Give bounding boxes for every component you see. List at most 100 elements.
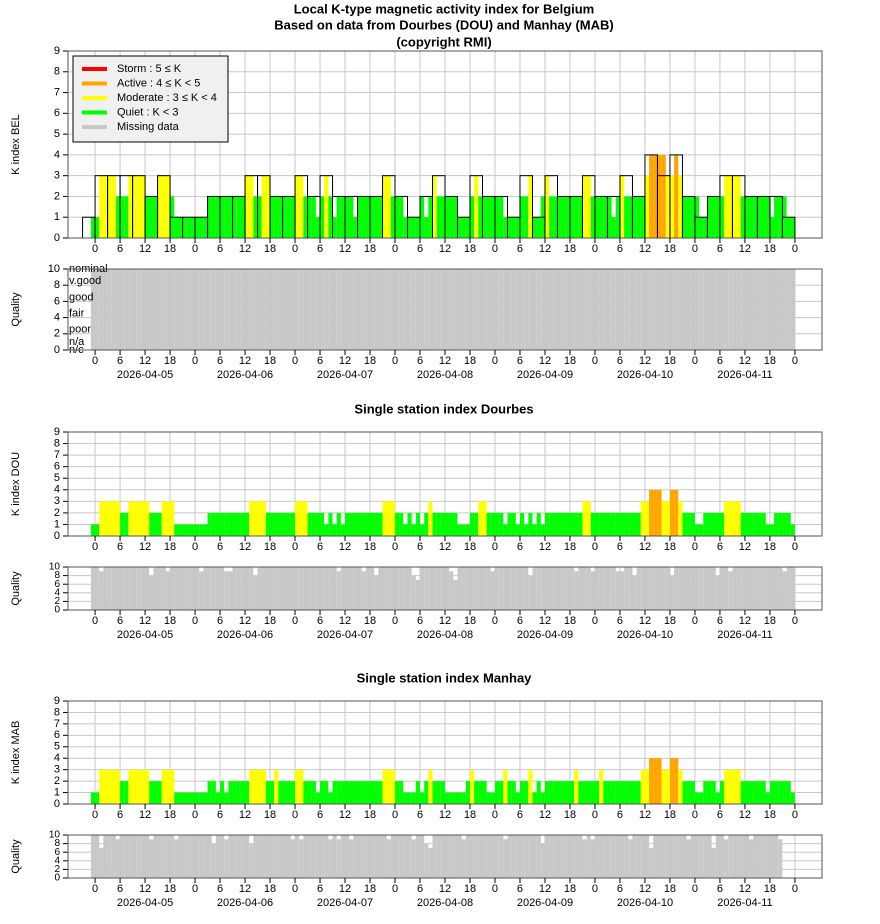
bar [270,781,275,804]
bar [145,269,150,350]
bar [170,269,175,350]
bar [395,512,400,536]
bar [299,501,304,536]
date-label: 2026-04-08 [417,369,473,381]
bar [607,196,612,238]
bar [515,567,520,610]
bar [657,269,662,350]
bar [536,217,541,238]
x-tick-label: 18 [364,243,376,255]
x-tick-label: 0 [292,809,298,821]
bar [395,567,400,610]
bar [386,175,391,238]
bar [307,781,312,804]
bar [186,269,191,350]
x-tick-label: 6 [417,243,423,255]
bar [703,835,708,878]
bar [515,217,520,238]
bar [357,567,362,610]
bar [124,196,129,238]
bar [270,567,275,610]
bar [586,501,591,536]
x-tick-label: 0 [292,615,298,627]
bar [211,269,216,350]
bar [674,835,679,878]
bar [524,269,529,350]
bar [357,781,362,804]
bar [582,175,587,238]
bar [524,781,529,804]
bar [382,835,387,878]
y-tick-label: 9 [54,45,60,57]
bar [411,217,416,238]
bar [145,567,150,610]
bar [615,781,620,804]
bar [90,217,96,238]
bar [215,567,221,610]
bar [357,196,362,238]
bar [686,196,691,238]
bar [199,524,204,536]
bar [374,575,379,610]
bar [519,512,525,536]
bar [511,512,516,536]
bar [515,835,520,878]
x-tick-label: 18 [764,615,776,627]
bar [190,217,196,238]
y-tick-label: 9 [54,426,60,438]
bar [711,567,716,610]
bar [328,567,333,610]
bar [786,781,791,804]
bar [611,217,616,238]
bar [511,781,516,804]
bar [307,512,312,536]
bar [457,792,462,804]
bar [415,512,421,536]
bar [428,567,433,610]
bar [257,196,262,238]
bar [557,512,562,536]
bar [261,835,266,878]
bar [270,196,275,238]
bar [278,512,283,536]
bar [386,501,391,536]
bar [286,567,291,610]
bar [265,269,271,350]
y-tick-label: 0 [54,530,60,542]
bar [636,835,641,878]
bar [240,781,246,804]
x-tick-label: 18 [564,243,576,255]
bar [553,512,558,536]
bar [686,781,691,804]
quality-level-label: v.good [69,275,101,287]
bar [282,512,287,536]
bar [511,269,516,350]
bar [732,835,737,878]
bar [590,571,595,610]
x-tick-label: 12 [139,541,151,553]
bar [561,269,566,350]
bar [178,524,183,536]
y-axis-label: K index MAB [10,721,22,785]
bar [228,835,233,878]
bar [769,269,775,350]
bar [644,567,650,610]
x-tick-label: 0 [92,615,98,627]
bar [190,567,196,610]
bar [440,567,445,610]
bar [494,269,500,350]
bar [261,567,266,610]
bar [328,269,333,350]
bar [320,269,325,350]
date-label: 2026-04-06 [217,369,273,381]
bar [378,196,383,238]
y-tick-label: 8 [54,437,60,449]
bar [740,196,745,238]
bar [482,501,487,536]
bar [669,269,675,350]
bar [436,512,441,536]
bar [132,567,137,610]
x-tick-label: 18 [564,615,576,627]
bar [719,835,725,878]
bar [303,567,308,610]
